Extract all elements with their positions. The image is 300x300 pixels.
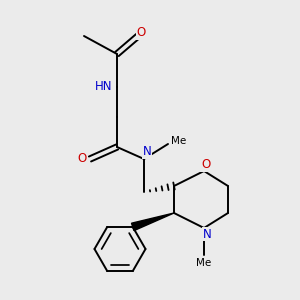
Text: O: O — [136, 26, 146, 40]
Text: Me: Me — [171, 136, 186, 146]
Polygon shape — [131, 213, 174, 231]
Text: HN: HN — [95, 80, 112, 94]
Text: O: O — [201, 158, 210, 172]
Text: N: N — [142, 145, 152, 158]
Text: N: N — [202, 227, 211, 241]
Text: Me: Me — [196, 257, 211, 268]
Text: O: O — [78, 152, 87, 166]
